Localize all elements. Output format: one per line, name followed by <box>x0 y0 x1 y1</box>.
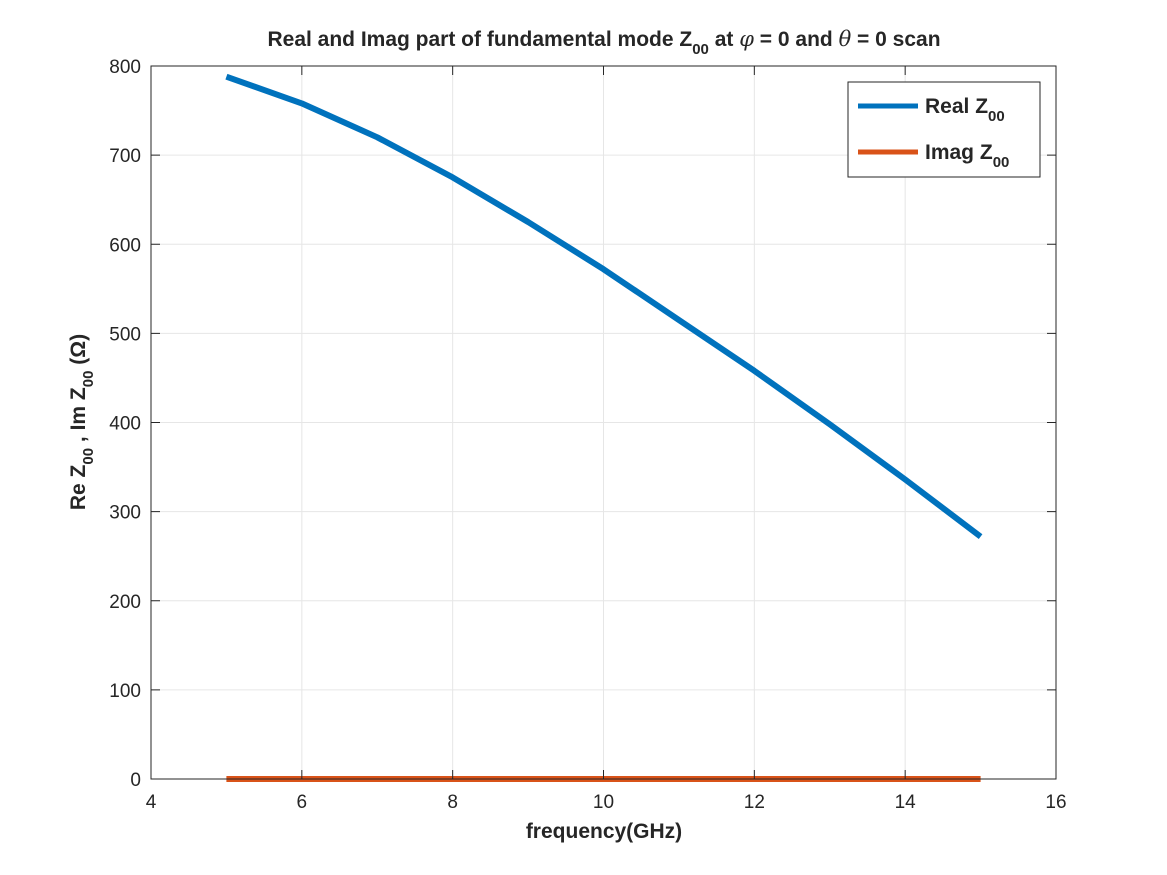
y-tick-label: 500 <box>109 324 141 345</box>
title-text-a: Real and Imag part of fundamental mode Z <box>267 28 692 51</box>
title-text-b: at <box>709 28 739 51</box>
legend-real-sub: 00 <box>988 108 1005 125</box>
title-theta: θ <box>839 27 852 51</box>
x-tick-label: 12 <box>744 792 765 813</box>
y-tick-label: 300 <box>109 503 141 524</box>
legend-imag-sub: 00 <box>993 154 1010 171</box>
legend: Real Z00 Imag Z00 <box>847 81 1041 178</box>
y-tick-label: 600 <box>109 235 141 256</box>
title-text-d: = 0 scan <box>851 28 940 51</box>
legend-box <box>847 81 1041 178</box>
x-tick-label: 16 <box>1045 792 1066 813</box>
chart-title: Real and Imag part of fundamental mode Z… <box>267 27 940 58</box>
x-tick-label: 4 <box>146 792 157 813</box>
x-tick-label: 6 <box>297 792 308 813</box>
y-tick-label: 200 <box>109 592 141 613</box>
ylabel-sub1: 00 <box>80 448 97 465</box>
legend-label-imag: Imag Z00 <box>925 141 1009 171</box>
ylabel-mid: , Im Z <box>67 387 90 448</box>
legend-label-real: Real Z00 <box>925 95 1005 125</box>
y-tick-label: 100 <box>109 681 141 702</box>
title-phi: φ <box>739 27 754 51</box>
x-tick-label: 8 <box>447 792 458 813</box>
y-axis-label: Re Z00 , Im Z00 (Ω) <box>67 334 97 510</box>
grid <box>150 65 1057 780</box>
y-tick-label: 0 <box>130 770 141 791</box>
series-line-real <box>225 73 983 539</box>
y-tick-label: 400 <box>109 414 141 435</box>
y-tick-label: 800 <box>109 57 141 78</box>
ylabel-sub2: 00 <box>80 371 97 388</box>
x-tick-label: 14 <box>895 792 917 813</box>
title-subscript: 00 <box>692 41 709 58</box>
title-text-c: = 0 and <box>754 28 839 51</box>
legend-real-main: Real Z <box>925 95 988 118</box>
ticks: 4 6 8 10 12 14 16 0 100 200 300 400 500 600 700 800 <box>109 57 1066 813</box>
y-tick-label: 700 <box>109 146 141 167</box>
ylabel-tail: (Ω) <box>67 334 90 371</box>
x-axis-label: frequency(GHz) <box>526 820 682 843</box>
ylabel-re: Re Z <box>67 464 90 510</box>
legend-imag-main: Imag Z <box>925 141 993 164</box>
x-tick-label: 10 <box>593 792 614 813</box>
